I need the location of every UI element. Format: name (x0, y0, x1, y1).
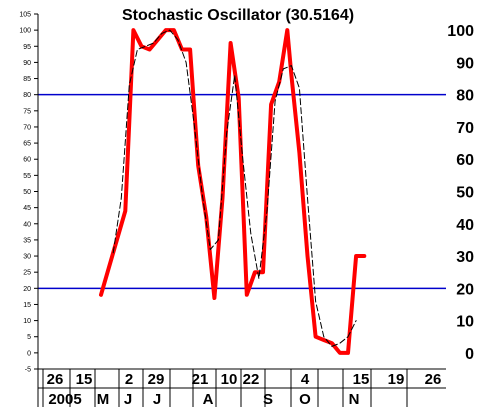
series-layer (99, 28, 367, 355)
x-day-label: 2 (125, 371, 133, 388)
reference-lines (38, 93, 446, 290)
right-tick-label: 10 (456, 314, 474, 331)
x-day-label: 29 (148, 371, 165, 388)
axes (34, 13, 446, 407)
left-tick-label: 20 (23, 286, 31, 293)
left-tick-label: 80 (23, 92, 31, 99)
x-day-label: 4 (301, 371, 310, 388)
d-line-series (112, 29, 357, 347)
left-tick-label: 35 (23, 237, 31, 244)
x-month-label: N (349, 391, 360, 407)
left-tick-label: 40 (23, 221, 31, 228)
right-tick-label: 80 (456, 88, 474, 105)
left-tick-label: -5 (25, 367, 31, 374)
right-tick-label: 90 (456, 55, 474, 72)
right-tick-label: 60 (456, 152, 474, 169)
left-tick-label: 65 (23, 141, 31, 148)
k-line-series (99, 28, 367, 355)
x-day-label: 26 (47, 371, 64, 388)
left-tick-label: 85 (23, 76, 31, 83)
x-day-label: 21 (192, 371, 209, 388)
left-tick-label: 30 (23, 254, 31, 261)
x-month-label: S (263, 391, 273, 407)
left-tick-label: 15 (23, 302, 31, 309)
right-tick-label: 50 (456, 185, 474, 202)
x-month-label: J (124, 391, 132, 407)
x-month-label: M (97, 391, 110, 407)
right-tick-label: 20 (456, 281, 474, 298)
x-day-label: 19 (388, 371, 405, 388)
left-tick-label: 55 (23, 173, 31, 180)
left-tick-label: 50 (23, 189, 31, 196)
left-tick-label: 25 (23, 270, 31, 277)
right-tick-label: 70 (456, 120, 474, 137)
right-tick-label: 100 (447, 23, 474, 40)
left-tick-label: 95 (23, 44, 31, 51)
left-tick-label: 0 (27, 350, 31, 357)
x-month-label: J (153, 391, 161, 407)
left-tick-label: 10 (23, 318, 31, 325)
left-tick-labels: 1051009590858075706560555045403530252015… (19, 12, 31, 374)
x-month-label: 2005 (48, 391, 81, 407)
left-tick-label: 70 (23, 124, 31, 131)
left-tick-label: 60 (23, 157, 31, 164)
x-month-label: A (203, 391, 214, 407)
x-day-label: 15 (76, 371, 93, 388)
left-tick-label: 75 (23, 108, 31, 115)
x-day-label: 15 (353, 371, 370, 388)
x-day-label: 10 (221, 371, 238, 388)
right-tick-label: 30 (456, 249, 474, 266)
left-tick-label: 45 (23, 205, 31, 212)
x-month-label: O (299, 391, 311, 407)
right-tick-label: 0 (465, 346, 474, 363)
right-tick-label: 40 (456, 217, 474, 234)
x-day-label: 22 (243, 371, 260, 388)
left-tick-label: 100 (19, 28, 31, 35)
left-tick-label: 105 (19, 12, 31, 19)
left-tick-label: 5 (27, 334, 31, 341)
chart-title: Stochastic Oscillator (30.5164) (122, 7, 354, 24)
x-day-label: 26 (425, 371, 442, 388)
left-tick-label: 90 (23, 60, 31, 67)
